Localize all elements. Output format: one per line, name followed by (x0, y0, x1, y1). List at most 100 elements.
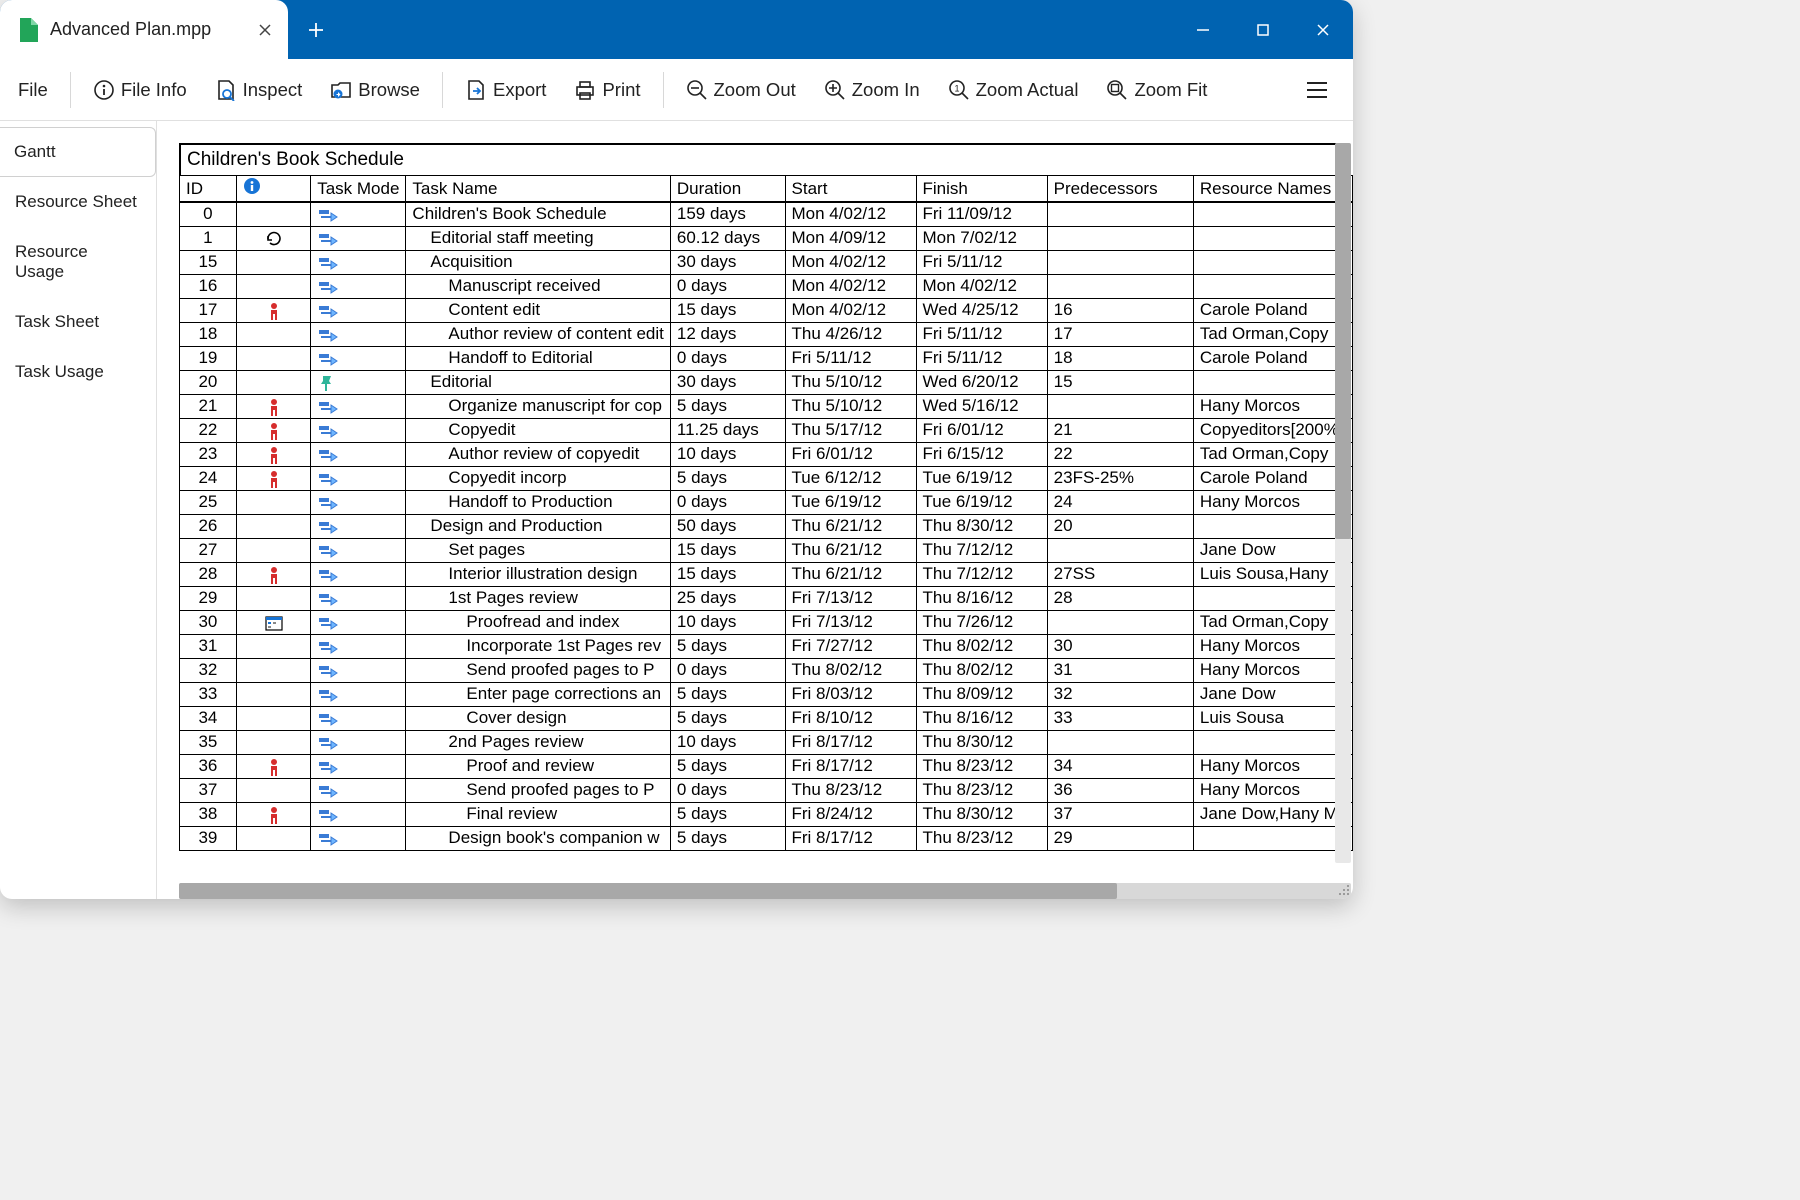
sidebar-item-task-usage[interactable]: Task Usage (0, 347, 156, 397)
document-tab[interactable]: Advanced Plan.mpp (0, 0, 288, 59)
table-row[interactable]: 352nd Pages review10 daysFri 8/17/12Thu … (180, 730, 1353, 754)
cell-finish: Mon 4/02/12 (916, 274, 1047, 298)
sidebar-item-gantt[interactable]: Gantt (0, 127, 156, 177)
browse-button[interactable]: Browse (316, 71, 434, 109)
zoom-in-label: Zoom In (852, 79, 920, 101)
cell-duration: 25 days (670, 586, 785, 610)
close-button[interactable] (1293, 0, 1353, 59)
tab-close-button[interactable] (256, 21, 274, 39)
info-column-icon (243, 177, 261, 200)
table-row[interactable]: 28Interior illustration design15 daysThu… (180, 562, 1353, 586)
cell-id: 24 (180, 466, 237, 490)
table-row[interactable]: 24Copyedit incorp5 daysTue 6/12/12Tue 6/… (180, 466, 1353, 490)
cell-taskname: Copyedit (406, 418, 670, 442)
sidebar-item-task-sheet[interactable]: Task Sheet (0, 297, 156, 347)
cell-predecessors: 34 (1047, 754, 1193, 778)
column-header[interactable]: Task Name (406, 176, 670, 203)
column-header[interactable] (236, 176, 310, 203)
export-button[interactable]: Export (451, 71, 560, 109)
table-row[interactable]: 20Editorial30 daysThu 5/10/12Wed 6/20/12… (180, 370, 1353, 394)
table-row[interactable]: 31Incorporate 1st Pages rev5 daysFri 7/2… (180, 634, 1353, 658)
vertical-scrollbar[interactable] (1335, 143, 1351, 863)
svg-text:1: 1 (954, 83, 959, 93)
cell-id: 27 (180, 538, 237, 562)
cell-taskname: Interior illustration design (406, 562, 670, 586)
cell-predecessors (1047, 730, 1193, 754)
sidebar-item-resource-sheet[interactable]: Resource Sheet (0, 177, 156, 227)
column-header[interactable]: Finish (916, 176, 1047, 203)
horizontal-scrollbar-thumb[interactable] (179, 883, 1117, 899)
table-row[interactable]: 1Editorial staff meeting60.12 daysMon 4/… (180, 226, 1353, 250)
zoom-in-button[interactable]: Zoom In (810, 71, 934, 109)
table-row[interactable]: 22Copyedit11.25 daysThu 5/17/12Fri 6/01/… (180, 418, 1353, 442)
cell-finish: Thu 8/02/12 (916, 634, 1047, 658)
minimize-button[interactable] (1173, 0, 1233, 59)
resize-grip-icon[interactable] (1337, 883, 1351, 897)
file-info-button[interactable]: File Info (79, 71, 201, 109)
cell-id: 16 (180, 274, 237, 298)
table-row[interactable]: 291st Pages review25 daysFri 7/13/12Thu … (180, 586, 1353, 610)
table-row[interactable]: 30Proofread and index10 daysFri 7/13/12T… (180, 610, 1353, 634)
table-row[interactable]: 15Acquisition30 daysMon 4/02/12Fri 5/11/… (180, 250, 1353, 274)
table-row[interactable]: 16Manuscript received0 daysMon 4/02/12Mo… (180, 274, 1353, 298)
cell-resources (1193, 370, 1352, 394)
cell-resources (1193, 586, 1352, 610)
print-button[interactable]: Print (560, 71, 654, 109)
cell-finish: Thu 8/23/12 (916, 754, 1047, 778)
table-row[interactable]: 19Handoff to Editorial0 daysFri 5/11/12F… (180, 346, 1353, 370)
cell-finish: Thu 7/12/12 (916, 538, 1047, 562)
table-row[interactable]: 18Author review of content edit12 daysTh… (180, 322, 1353, 346)
table-row[interactable]: 38Final review5 daysFri 8/24/12Thu 8/30/… (180, 802, 1353, 826)
cell-taskname: 2nd Pages review (406, 730, 670, 754)
table-row[interactable]: 32Send proofed pages to P0 daysThu 8/02/… (180, 658, 1353, 682)
cell-start: Thu 6/21/12 (785, 562, 916, 586)
table-row[interactable]: 25Handoff to Production0 daysTue 6/19/12… (180, 490, 1353, 514)
column-header[interactable]: Predecessors (1047, 176, 1193, 203)
zoom-fit-button[interactable]: Zoom Fit (1092, 71, 1221, 109)
new-tab-button[interactable] (296, 0, 336, 59)
column-header[interactable]: ID (180, 176, 237, 203)
cell-duration: 12 days (670, 322, 785, 346)
cell-finish: Thu 7/26/12 (916, 610, 1047, 634)
cell-info (236, 394, 310, 418)
maximize-button[interactable] (1233, 0, 1293, 59)
cell-taskname: Set pages (406, 538, 670, 562)
zoom-out-button[interactable]: Zoom Out (672, 71, 810, 109)
table-row[interactable]: 37Send proofed pages to P0 daysThu 8/23/… (180, 778, 1353, 802)
column-header[interactable]: Task Mode (311, 176, 406, 203)
column-header[interactable]: Resource Names (1193, 176, 1352, 203)
cell-taskname: Editorial staff meeting (406, 226, 670, 250)
export-icon (465, 79, 487, 101)
cell-info (236, 274, 310, 298)
cell-id: 31 (180, 634, 237, 658)
cell-resources: Carole Poland (1193, 346, 1352, 370)
vertical-scrollbar-thumb[interactable] (1335, 143, 1351, 539)
table-row[interactable]: 36Proof and review5 daysFri 8/17/12Thu 8… (180, 754, 1353, 778)
menu-button[interactable] (1299, 72, 1335, 108)
cell-info (236, 634, 310, 658)
inspect-button[interactable]: Inspect (201, 71, 317, 109)
cell-id: 23 (180, 442, 237, 466)
table-row[interactable]: 34Cover design5 daysFri 8/10/12Thu 8/16/… (180, 706, 1353, 730)
table-row[interactable]: 23Author review of copyedit10 daysFri 6/… (180, 442, 1353, 466)
table-row[interactable]: 17Content edit15 daysMon 4/02/12Wed 4/25… (180, 298, 1353, 322)
column-header[interactable]: Start (785, 176, 916, 203)
table-row[interactable]: 0Children's Book Schedule159 daysMon 4/0… (180, 202, 1353, 226)
column-header[interactable]: Duration (670, 176, 785, 203)
file-menu[interactable]: File (4, 71, 62, 109)
cell-predecessors: 36 (1047, 778, 1193, 802)
cell-resources (1193, 514, 1352, 538)
cell-start: Fri 8/24/12 (785, 802, 916, 826)
cell-info (236, 442, 310, 466)
zoom-actual-button[interactable]: 1 Zoom Actual (934, 71, 1093, 109)
horizontal-scrollbar[interactable] (179, 883, 1351, 899)
table-row[interactable]: 39Design book's companion w5 daysFri 8/1… (180, 826, 1353, 850)
cell-taskname: Enter page corrections an (406, 682, 670, 706)
cell-resources (1193, 826, 1352, 850)
cell-id: 34 (180, 706, 237, 730)
table-row[interactable]: 26Design and Production50 daysThu 6/21/1… (180, 514, 1353, 538)
table-row[interactable]: 33Enter page corrections an5 daysFri 8/0… (180, 682, 1353, 706)
table-row[interactable]: 21Organize manuscript for cop5 daysThu 5… (180, 394, 1353, 418)
table-row[interactable]: 27Set pages15 daysThu 6/21/12Thu 7/12/12… (180, 538, 1353, 562)
sidebar-item-resource-usage[interactable]: Resource Usage (0, 227, 156, 297)
